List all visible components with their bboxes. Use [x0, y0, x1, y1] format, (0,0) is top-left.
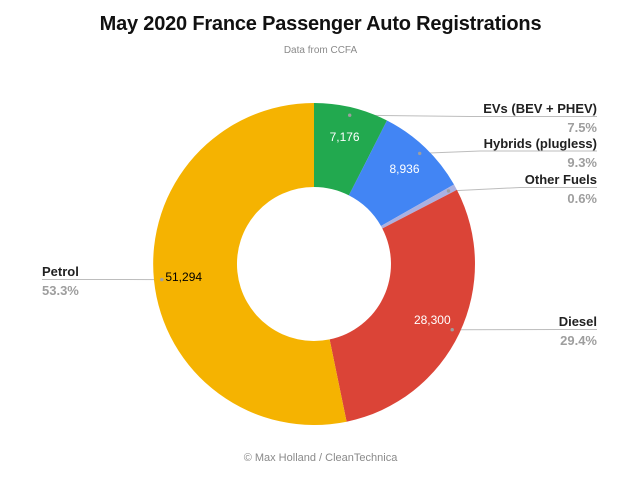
slice-value-hybrids: 8,936 [389, 162, 420, 177]
chart-title: May 2020 France Passenger Auto Registrat… [99, 13, 542, 35]
callout-label: Petrol [42, 264, 79, 279]
leader-dot-evs [348, 113, 352, 117]
leader-line-evs [349, 114, 597, 117]
slice-evs [314, 103, 387, 196]
callout-label: EVs (BEV + PHEV) [483, 101, 597, 116]
callout-label: Other Fuels [524, 172, 597, 187]
callout-hybrids: Hybrids (plugless) 9.3% [484, 136, 597, 170]
chart-footer: © Max Holland / CleanTechnica [243, 452, 398, 464]
callout-pct: 53.3% [42, 283, 79, 298]
chart-subtitle: Data from CCFA [283, 45, 358, 56]
leader-line-hybrids [419, 150, 597, 154]
callout-other-fuels: Other Fuels 0.6% [525, 172, 597, 206]
slice-value-petrol: 51,294 [165, 270, 203, 285]
callout-pct: 0.6% [567, 191, 597, 206]
callout-petrol: Petrol 53.3% [42, 264, 79, 298]
slice-other-fuels [381, 184, 457, 229]
callout-pct: 7.5% [567, 120, 597, 135]
slice-petrol [153, 103, 347, 425]
callout-pct: 9.3% [567, 155, 597, 170]
leader-line-other-fuels [448, 187, 597, 192]
leader-dot-diesel [450, 328, 454, 332]
leader-dot-hybrids [418, 151, 422, 156]
callout-label: Hybrids (plugless) [483, 136, 597, 151]
slice-hybrids [348, 120, 454, 226]
callout-pct: 29.4% [560, 333, 597, 348]
leader-dot-other-fuels [446, 189, 451, 193]
callout-label: Diesel [558, 314, 597, 329]
slice-value-evs: 7,176 [329, 129, 360, 144]
callout-diesel: Diesel 29.4% [559, 314, 597, 348]
slice-value-diesel: 28,300 [413, 313, 451, 328]
leader-dot-petrol [160, 277, 164, 282]
callout-evs: EVs (BEV + PHEV) 7.5% [483, 101, 597, 135]
slice-diesel [329, 189, 475, 422]
